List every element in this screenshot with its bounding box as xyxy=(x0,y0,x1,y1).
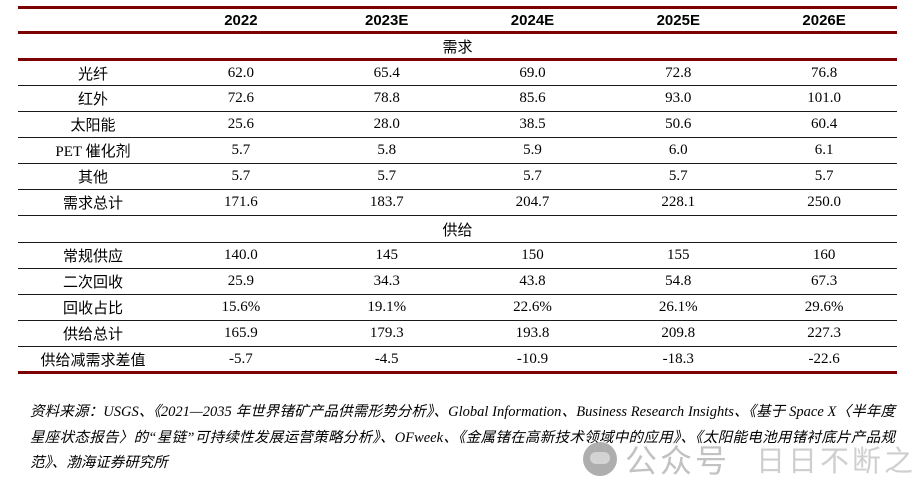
row-label: 太阳能 xyxy=(70,118,116,134)
cell-value: 6.1 xyxy=(814,142,834,158)
section-header-row: 需求 xyxy=(18,33,897,60)
cell-value: 54.8 xyxy=(665,273,692,289)
source-note: 资料来源：USGS、《2021—2035 年世界锗矿产品供需形势分析》、Glob… xyxy=(30,400,895,477)
cell-value: -22.6 xyxy=(808,350,840,367)
cell-value: 28.0 xyxy=(373,116,400,132)
cell-value: -10.9 xyxy=(516,350,549,367)
cell-value: 5.7 xyxy=(231,142,251,158)
cell-value: 179.3 xyxy=(369,325,404,341)
row-label: 回收占比 xyxy=(62,301,123,317)
table-row: 红外 72.6 78.8 85.6 93.0 101.0 xyxy=(18,86,897,112)
cell-value: 72.6 xyxy=(227,90,255,106)
cell-value: 171.6 xyxy=(224,194,258,210)
cell-value: 25.9 xyxy=(227,273,255,289)
cell-value: 93.0 xyxy=(665,90,692,106)
cell-value: 5.7 xyxy=(523,168,542,184)
cell-value: 5.8 xyxy=(377,142,397,158)
cell-value: 227.3 xyxy=(807,325,841,341)
cell-value: -4.5 xyxy=(374,350,399,367)
table-row: 其他 5.7 5.7 5.7 5.7 5.7 xyxy=(18,164,897,190)
cell-value: -18.3 xyxy=(662,350,694,367)
table-row: 需求总计 171.6 183.7 204.7 228.1 250.0 xyxy=(18,190,897,216)
cell-value: 29.6% xyxy=(804,299,844,315)
row-label: 红外 xyxy=(77,92,108,108)
cell-value: 43.8 xyxy=(519,273,546,289)
cell-value: 5.7 xyxy=(668,168,688,184)
cell-value: 155 xyxy=(667,247,690,263)
cell-value: 67.3 xyxy=(810,273,838,289)
source-text: USGS、《2021—2035 年世界锗矿产品供需形势分析》、Global In… xyxy=(30,404,896,471)
table-row: 供给减需求差值 -5.7 -4.5 -10.9 -18.3 -22.6 xyxy=(18,347,897,373)
cell-value: 101.0 xyxy=(807,90,841,106)
section-header-row: 供给 xyxy=(18,216,897,243)
row-label: PET 催化剂 xyxy=(55,144,131,160)
cell-value: 6.0 xyxy=(668,142,688,158)
year-column-header: 2023E xyxy=(313,7,460,34)
cell-value: 250.0 xyxy=(807,194,841,210)
cell-value: 65.4 xyxy=(373,64,400,81)
cell-value: 209.8 xyxy=(661,325,696,341)
header-row: 2022 2023E 2024E 2025E 2026E xyxy=(18,7,897,34)
cell-value: 76.8 xyxy=(810,64,838,81)
cell-value: 5.9 xyxy=(523,142,542,158)
row-label: 二次回收 xyxy=(62,275,123,291)
cell-value: 5.7 xyxy=(231,168,251,184)
year-column-header: 2024E xyxy=(459,7,606,34)
cell-value: 26.1% xyxy=(658,299,698,315)
cell-value: 25.6 xyxy=(227,116,255,132)
cell-value: 228.1 xyxy=(661,194,696,210)
cell-value: 193.8 xyxy=(515,325,550,341)
row-label-column-header xyxy=(18,7,168,34)
cell-value: 69.0 xyxy=(519,64,546,81)
cell-value: 145 xyxy=(375,247,398,263)
year-column-header: 2022 xyxy=(168,7,314,34)
cell-value: 150 xyxy=(521,247,544,263)
year-column-header: 2026E xyxy=(751,7,897,34)
cell-value: 5.7 xyxy=(814,168,834,184)
cell-value: 165.9 xyxy=(224,325,258,341)
section-title: 需求 xyxy=(442,39,473,56)
cell-value: 204.7 xyxy=(515,194,550,210)
cell-value: 22.6% xyxy=(513,299,552,315)
cell-value: 19.1% xyxy=(367,299,407,315)
table-header: 2022 2023E 2024E 2025E 2026E xyxy=(18,7,897,34)
cell-value: 160 xyxy=(812,247,836,263)
table-row: 光纤 62.0 65.4 69.0 72.8 76.8 xyxy=(18,60,897,86)
cell-value: 5.7 xyxy=(377,168,397,184)
table-row: 供给总计 165.9 179.3 193.8 209.8 227.3 xyxy=(18,321,897,347)
source-label: 资料来源： xyxy=(30,404,104,420)
cell-value: 183.7 xyxy=(369,194,404,210)
year-column-header: 2025E xyxy=(605,7,752,34)
germanium-supply-demand-table: 2022 2023E 2024E 2025E 2026E 需求光纤 62.0 65.4 69.… xyxy=(18,6,897,374)
table-row: 太阳能 25.6 28.0 38.5 50.6 60.4 xyxy=(18,112,897,138)
row-label: 其他 xyxy=(77,170,108,186)
row-label: 供给减需求差值 xyxy=(40,352,146,369)
row-label: 供给总计 xyxy=(62,327,123,343)
table-row: PET 催化剂 5.7 5.8 5.9 6.0 6.1 xyxy=(18,138,897,164)
cell-value: 34.3 xyxy=(373,273,400,289)
row-label: 常规供应 xyxy=(62,249,123,265)
cell-value: 38.5 xyxy=(519,116,546,132)
table-row: 二次回收 25.9 34.3 43.8 54.8 67.3 xyxy=(18,269,897,295)
cell-value: 72.8 xyxy=(665,64,692,81)
cell-value: 85.6 xyxy=(519,90,546,106)
table-body: 需求光纤 62.0 65.4 69.0 72.8 76.8 红外 72.6 78.8 85.6 93… xyxy=(18,33,897,373)
cell-value: 62.0 xyxy=(227,64,255,81)
table-row: 回收占比 15.6% 19.1% 22.6% 26.1% 29.6% xyxy=(18,295,897,321)
row-label: 光纤 xyxy=(77,66,108,83)
row-label: 需求总计 xyxy=(62,196,123,212)
cell-value: 78.8 xyxy=(373,90,400,106)
cell-value: 60.4 xyxy=(810,116,838,132)
cell-value: 15.6% xyxy=(221,299,261,315)
cell-value: -5.7 xyxy=(229,350,253,367)
section-title: 供给 xyxy=(442,222,473,239)
cell-value: 50.6 xyxy=(665,116,692,132)
cell-value: 140.0 xyxy=(224,247,258,263)
table-row: 常规供应 140.0 145 150 155 160 xyxy=(18,243,897,269)
